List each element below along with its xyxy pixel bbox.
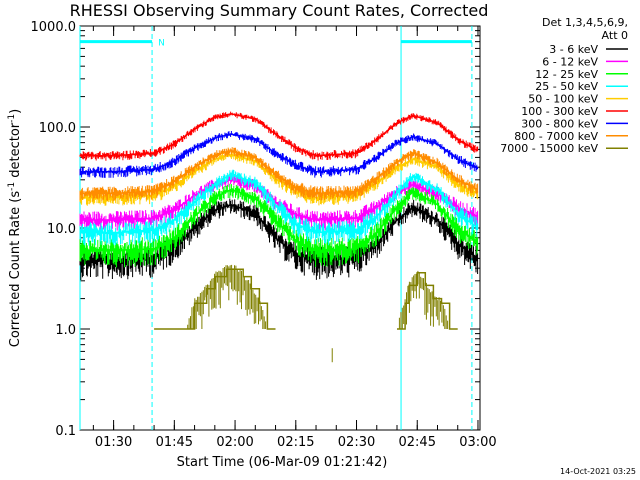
series-noise — [187, 264, 449, 329]
series-noise — [79, 111, 479, 161]
plot-frame — [79, 25, 481, 431]
x-tick-label: 01:30 — [95, 435, 132, 450]
y-axis-label-sup2: -1 — [7, 114, 17, 123]
x-tick-label: 01:45 — [156, 435, 193, 450]
x-tick-label: 02:45 — [399, 435, 436, 450]
y-tick-label: 1.0 — [55, 323, 76, 338]
legend-entry-label: 12 - 25 keV — [535, 68, 598, 81]
legend-entry-label: 7000 - 15000 keV — [500, 142, 598, 155]
legend-header-line-1: Det 1,3,4,5,6,9, — [542, 16, 628, 29]
y-axis-label-mid: detector — [8, 122, 23, 182]
x-tick-label: 02:00 — [216, 435, 253, 450]
y-tick-label: 0.1 — [55, 424, 76, 439]
y-axis-label: Corrected Count Rate (s-1 detector-1) — [7, 109, 23, 347]
x-tick-labels: 01:30 01:45 02:00 02:15 02:30 02:45 03:00 — [95, 435, 497, 450]
legend-entry-label: 3 - 6 keV — [549, 43, 598, 56]
generation-timestamp: 14-Oct-2021 03:25 — [560, 467, 636, 476]
x-axis-label: Start Time (06-Mar-09 01:21:42) — [177, 455, 388, 470]
legend-entry-label: 6 - 12 keV — [542, 55, 598, 68]
y-tick-label: 10.0 — [47, 222, 76, 237]
series-group — [79, 169, 479, 246]
y-axis-label-end: ) — [8, 109, 23, 114]
x-tick-label: 03:00 — [459, 435, 496, 450]
series-noise — [79, 169, 479, 246]
series-group — [79, 131, 479, 178]
series-noise — [79, 183, 479, 268]
y-axis-label-main: Corrected Count Rate (s — [8, 191, 23, 348]
legend-entry-label: 100 - 300 keV — [521, 105, 598, 118]
series-layer — [79, 111, 479, 330]
y-tick-label: 1000.0 — [31, 20, 77, 35]
legend-entry-label: 800 - 7000 keV — [514, 130, 598, 143]
y-axis-label-sup1: -1 — [7, 182, 17, 191]
night-indicator-label: N — [158, 39, 165, 49]
legend-entry-label: 50 - 100 keV — [528, 93, 598, 106]
x-tick-label: 02:30 — [338, 435, 375, 450]
legend-entry-label: 300 - 800 keV — [521, 117, 598, 130]
y-tick-labels: 0.1 1.0 10.0 100.0 1000.0 — [31, 20, 77, 439]
chart-title: RHESSI Observing Summary Count Rates, Co… — [70, 1, 489, 20]
axis-ticks — [80, 25, 480, 431]
x-tick-label: 02:15 — [277, 435, 314, 450]
series-group — [79, 183, 479, 268]
legend-header-line-2: Att 0 — [602, 29, 628, 42]
legend-entry-label: 25 - 50 keV — [535, 80, 598, 93]
series-group — [79, 147, 479, 202]
series-group — [79, 111, 479, 161]
series-group — [154, 264, 458, 330]
y-tick-label: 100.0 — [39, 121, 76, 136]
series-noise — [79, 131, 479, 178]
series-noise — [79, 147, 479, 202]
